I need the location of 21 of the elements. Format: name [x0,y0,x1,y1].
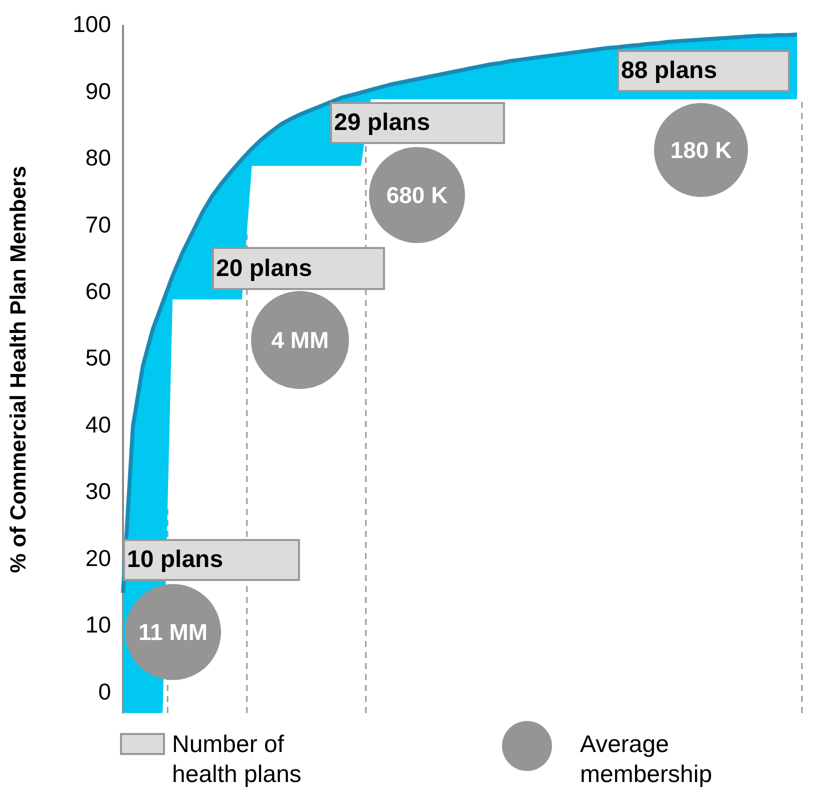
y-tick-label: 50 [85,344,111,371]
text: Average membership [580,730,714,790]
y-tick-label: 10 [85,612,111,638]
label-box: 29 plans [330,102,505,144]
y-axis-title: % of Commercial Health Plan Members [5,166,30,573]
label-circle: 180 K [654,103,748,197]
y-tick-label: 20 [85,544,111,571]
label-circle: 680 K [369,147,465,243]
y-tick-label: 0 [98,678,111,704]
label-circle: 4 MM [251,291,349,389]
y-tick-label: 90 [85,78,111,104]
y-tick-label: 30 [85,478,111,504]
y-tick-label: 40 [85,411,111,438]
text: Number of health plans [172,730,302,790]
y-tick-label: 70 [85,211,111,238]
y-tick-label: 100 [72,11,111,38]
label-box: 20 plans [212,247,385,290]
y-tick-label: 60 [85,278,111,304]
y-tick-label: 80 [85,144,111,171]
label-box: 88 plans [617,50,790,92]
label-box: 10 plans [123,539,300,581]
